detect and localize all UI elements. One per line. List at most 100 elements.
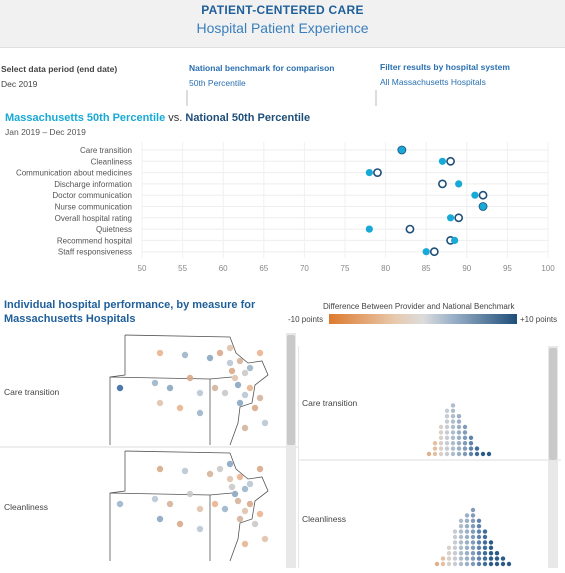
hist-dot[interactable] (470, 524, 476, 529)
hist-dot[interactable] (450, 435, 456, 440)
hist-dot[interactable] (482, 561, 488, 567)
hist-dot[interactable] (470, 534, 476, 540)
map-scrollbar-thumb[interactable] (287, 335, 295, 445)
histogram-scrollbar-thumb[interactable] (549, 348, 557, 460)
hospital-marker[interactable] (156, 399, 164, 407)
filter-hospital-system[interactable]: Filter results by hospital system All Ma… (380, 62, 510, 87)
hist-dot[interactable] (464, 513, 470, 518)
hist-dot[interactable] (482, 534, 488, 540)
hospital-marker[interactable] (234, 381, 242, 389)
hist-dot[interactable] (446, 551, 452, 556)
hospital-marker[interactable] (166, 500, 174, 508)
hist-dot[interactable] (438, 451, 444, 457)
hist-dot[interactable] (438, 446, 444, 451)
hist-dot[interactable] (456, 435, 462, 440)
hist-dot[interactable] (452, 556, 458, 561)
hospital-marker[interactable] (226, 460, 234, 468)
hospital-marker[interactable] (228, 483, 236, 491)
hist-dot[interactable] (444, 451, 450, 457)
hist-dot[interactable] (450, 408, 456, 413)
hist-dot[interactable] (482, 545, 488, 550)
filter-value[interactable]: Dec 2019 (1, 79, 38, 89)
hist-dot[interactable] (456, 419, 462, 424)
hist-dot[interactable] (444, 441, 450, 446)
hospital-marker[interactable] (216, 465, 224, 473)
hist-dot[interactable] (470, 556, 476, 561)
filter-benchmark[interactable]: National benchmark for comparison 50th P… (189, 63, 334, 88)
hist-dot[interactable] (476, 561, 482, 567)
hist-dot[interactable] (486, 451, 492, 457)
hospital-marker[interactable] (236, 357, 244, 365)
hospital-marker[interactable] (251, 520, 259, 528)
hist-dot[interactable] (444, 424, 450, 430)
hist-dot[interactable] (458, 524, 464, 529)
hist-dot[interactable] (470, 518, 476, 523)
hist-dot[interactable] (474, 446, 480, 451)
hospital-marker[interactable] (196, 525, 204, 533)
ma-point[interactable] (422, 248, 430, 256)
hist-dot[interactable] (444, 419, 450, 424)
hist-dot[interactable] (468, 451, 474, 457)
hist-dot[interactable] (462, 451, 468, 457)
hist-dot[interactable] (476, 518, 482, 523)
hist-dot[interactable] (452, 529, 458, 534)
hist-dot[interactable] (464, 534, 470, 540)
hospital-marker[interactable] (241, 507, 249, 515)
ma-point[interactable] (365, 225, 373, 233)
hist-dot[interactable] (476, 551, 482, 556)
hist-dot[interactable] (458, 540, 464, 545)
ma-point[interactable] (471, 191, 479, 199)
hist-dot[interactable] (438, 424, 444, 430)
hospital-marker[interactable] (116, 500, 124, 508)
hist-dot[interactable] (480, 451, 486, 457)
hospital-marker[interactable] (181, 351, 189, 359)
hospital-marker[interactable] (236, 473, 244, 481)
hospital-marker[interactable] (236, 399, 244, 407)
hist-dot[interactable] (450, 441, 456, 446)
hist-dot[interactable] (482, 540, 488, 545)
hist-dot[interactable] (452, 561, 458, 567)
hospital-marker[interactable] (221, 505, 229, 513)
hospital-marker[interactable] (251, 404, 259, 412)
hospital-marker[interactable] (256, 394, 264, 402)
national-point[interactable] (405, 224, 415, 234)
hist-dot[interactable] (468, 441, 474, 446)
national-point[interactable] (429, 247, 439, 257)
ma-point[interactable] (455, 180, 463, 188)
hospital-marker[interactable] (156, 465, 164, 473)
hist-dot[interactable] (470, 529, 476, 534)
ma-point[interactable] (479, 202, 487, 211)
national-point[interactable] (438, 179, 447, 189)
hospital-marker[interactable] (166, 384, 174, 392)
hist-dot[interactable] (462, 441, 468, 446)
hist-dot[interactable] (450, 430, 456, 435)
hist-dot[interactable] (476, 556, 482, 561)
hist-dot[interactable] (488, 540, 494, 545)
hist-dot[interactable] (438, 441, 444, 446)
hist-dot[interactable] (440, 556, 446, 561)
hospital-marker[interactable] (241, 485, 249, 493)
hospital-marker[interactable] (186, 490, 194, 498)
hospital-marker[interactable] (256, 349, 264, 357)
hist-dot[interactable] (494, 556, 500, 561)
hist-dot[interactable] (432, 451, 438, 457)
hist-dot[interactable] (462, 424, 468, 430)
hospital-marker[interactable] (256, 465, 264, 473)
hospital-marker[interactable] (241, 391, 249, 399)
ma-point[interactable] (438, 157, 447, 165)
hist-dot[interactable] (482, 551, 488, 556)
hist-dot[interactable] (500, 561, 506, 567)
hist-dot[interactable] (470, 507, 476, 513)
hist-dot[interactable] (440, 561, 446, 567)
hist-dot[interactable] (506, 561, 512, 567)
hist-dot[interactable] (488, 556, 494, 561)
hist-dot[interactable] (456, 430, 462, 435)
hospital-marker[interactable] (241, 424, 249, 432)
hospital-marker[interactable] (246, 480, 254, 488)
hist-dot[interactable] (464, 529, 470, 534)
hist-dot[interactable] (444, 446, 450, 451)
hospital-marker[interactable] (196, 409, 204, 417)
filter-value[interactable]: All Massachusetts Hospitals (380, 77, 486, 87)
hist-dot[interactable] (450, 414, 456, 419)
hist-dot[interactable] (456, 446, 462, 451)
